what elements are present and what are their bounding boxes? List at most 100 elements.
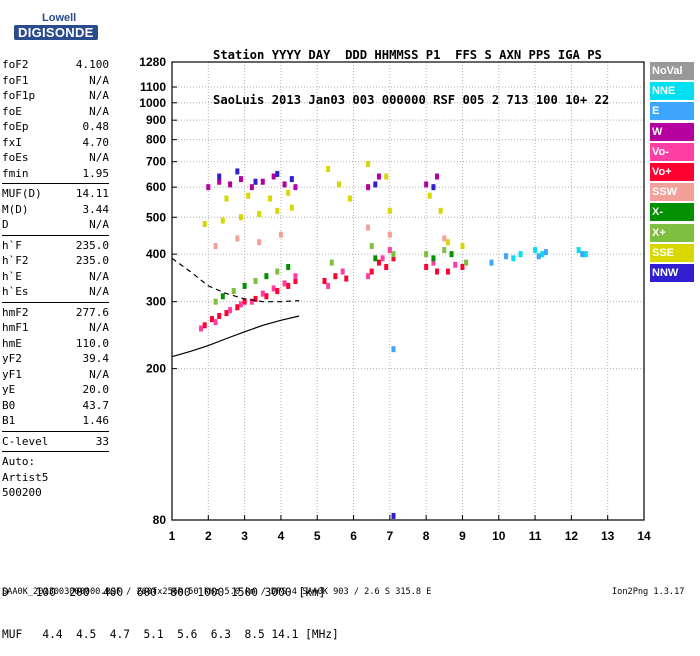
- legend-item: SSE: [650, 243, 694, 262]
- data-point: [366, 184, 371, 191]
- x-tick-label: 13: [601, 529, 615, 543]
- param-row: M(D) 3.44: [2, 202, 109, 218]
- data-point: [347, 195, 352, 202]
- data-point: [286, 282, 291, 289]
- param-value: 0.48: [82, 120, 110, 133]
- param-value: N/A: [89, 151, 109, 164]
- data-point: [387, 247, 392, 254]
- y-tick-label: 400: [146, 247, 166, 261]
- data-point: [235, 235, 240, 242]
- param-name: yF1: [2, 367, 22, 381]
- data-point: [431, 259, 436, 266]
- x-tick-label: 14: [637, 529, 651, 543]
- param-value: 33: [95, 434, 109, 448]
- param-row: yF2 39.4: [2, 351, 109, 367]
- data-point: [442, 247, 447, 254]
- data-point: [238, 176, 243, 183]
- data-point: [322, 277, 327, 284]
- param-row: yF1 N/A: [2, 367, 109, 383]
- param-value: N/A: [89, 104, 109, 118]
- data-point: [438, 207, 443, 214]
- data-point: [337, 181, 342, 188]
- data-point: [278, 231, 283, 238]
- data-point: [235, 304, 240, 311]
- logo: Lowell DIGISONDE: [2, 6, 102, 46]
- param-name: M(D): [2, 202, 29, 216]
- y-tick-label: 80: [153, 513, 167, 527]
- chart-grid: [172, 62, 644, 520]
- param-row: foF2 4.100: [2, 57, 109, 73]
- x-tick-label: 11: [529, 529, 542, 543]
- param-row: fxI 4.70: [2, 135, 109, 151]
- data-point: [424, 264, 429, 271]
- data-point: [536, 253, 541, 260]
- y-tick-label: 600: [146, 180, 166, 194]
- parameter-panel: foF2 4.100 foF1 N/A foF1p N/A foE N/A foEp 0.48 fx…: [2, 57, 109, 501]
- param-row: Auto:: [2, 454, 109, 470]
- param-separator: [2, 183, 109, 184]
- data-point: [275, 170, 280, 177]
- data-point: [253, 295, 258, 302]
- param-name: yF2: [2, 352, 22, 365]
- data-point: [242, 282, 247, 289]
- param-value: N/A: [89, 285, 109, 298]
- param-row: D N/A: [2, 217, 109, 233]
- data-point: [373, 181, 378, 188]
- param-value: 4.100: [75, 58, 109, 71]
- param-row: hmE 110.0: [2, 336, 109, 352]
- param-row: foF1p N/A: [2, 88, 109, 104]
- data-point: [224, 310, 229, 317]
- param-separator: [2, 301, 109, 303]
- data-point: [333, 273, 338, 280]
- data-point: [366, 273, 371, 280]
- param-value: 39.4: [82, 352, 110, 365]
- param-row: foEp 0.48: [2, 119, 109, 135]
- param-name: C-level: [2, 434, 49, 448]
- param-name: Artist5: [2, 470, 49, 484]
- data-point: [449, 251, 454, 258]
- data-point: [445, 239, 450, 246]
- param-row: h`Es N/A: [2, 284, 109, 300]
- data-point: [373, 255, 378, 262]
- data-point: [504, 253, 509, 260]
- data-point: [271, 173, 276, 180]
- param-name: yE: [2, 383, 16, 396]
- legend-item: NNE: [650, 82, 694, 101]
- param-row: h`F2 235.0: [2, 253, 109, 269]
- series-sse: [202, 161, 465, 250]
- legend-item: E: [650, 102, 694, 121]
- data-point: [391, 255, 396, 262]
- data-point: [206, 184, 211, 191]
- data-point: [518, 251, 523, 258]
- param-row: hmF1 N/A: [2, 320, 109, 336]
- y-tick-label: 700: [146, 155, 166, 169]
- data-point: [220, 293, 225, 300]
- series-e: [391, 249, 585, 353]
- data-point: [286, 189, 291, 196]
- param-name: foF2: [2, 58, 29, 71]
- data-point: [387, 207, 392, 214]
- data-point: [431, 184, 436, 191]
- data-point: [213, 243, 218, 250]
- plot-frame: [171, 61, 645, 521]
- data-point: [431, 255, 436, 262]
- data-point: [260, 178, 265, 185]
- chart-points: [199, 161, 588, 519]
- param-separator: [2, 234, 109, 236]
- series-nne: [511, 247, 588, 262]
- header-line2: SaoLuis 2013 Jan03 003 000000 RSF 005 2 …: [213, 93, 610, 107]
- data-point: [224, 195, 229, 202]
- data-point: [580, 251, 585, 258]
- y-tick-label: 900: [146, 113, 166, 127]
- param-row: fmin 1.95: [2, 166, 109, 182]
- param-row: 500200: [2, 485, 109, 501]
- param-row: foF1 N/A: [2, 73, 109, 89]
- x-tick-label: 7: [387, 529, 394, 543]
- data-point: [369, 268, 374, 275]
- data-point: [391, 251, 396, 258]
- x-tick-label: 3: [241, 529, 248, 543]
- data-point: [228, 307, 233, 314]
- data-point: [583, 251, 588, 258]
- header-line1: Station YYYY DAY DDD HHMMSS P1 FFS S AXN…: [213, 48, 602, 62]
- data-point: [271, 285, 276, 292]
